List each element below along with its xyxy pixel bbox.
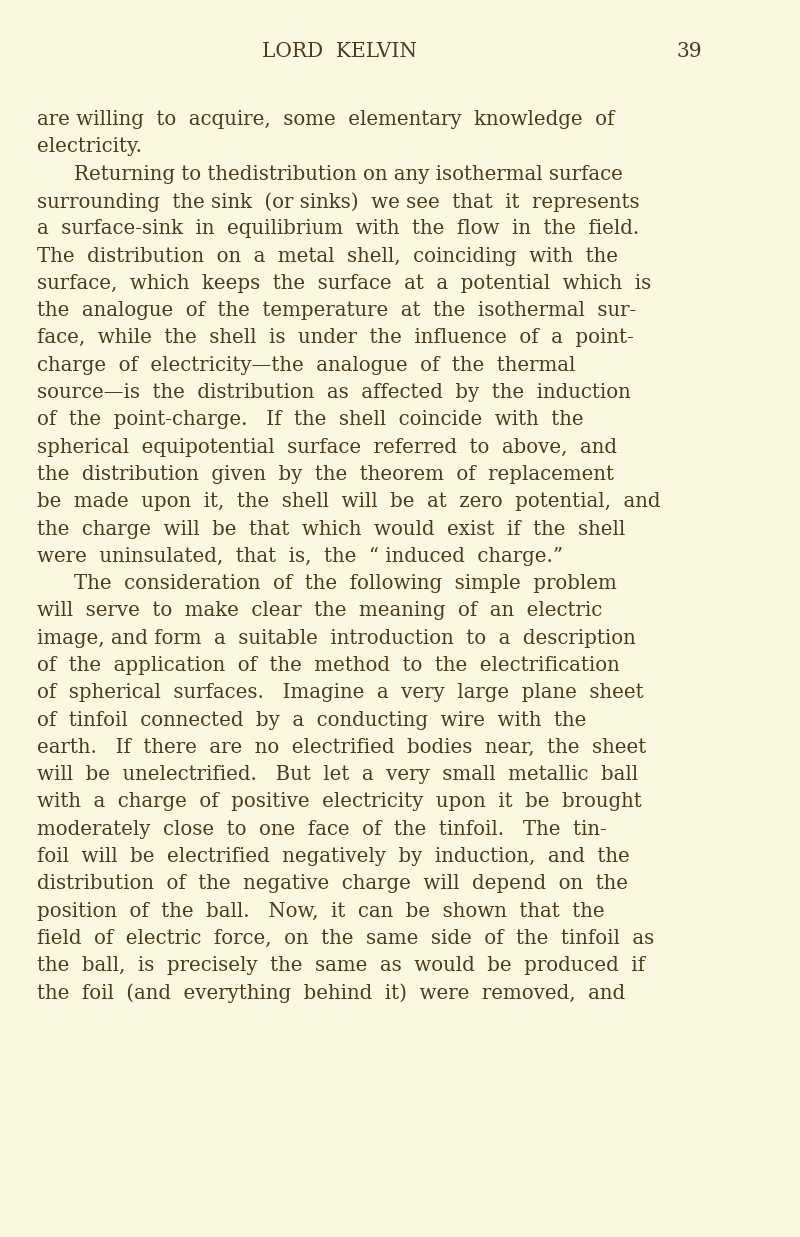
Text: charge  of  electricity—the  analogue  of  the  thermal: charge of electricity—the analogue of th… (37, 356, 575, 375)
Text: field  of  electric  force,  on  the  same  side  of  the  tinfoil  as: field of electric force, on the same sid… (37, 929, 654, 948)
Text: be  made  upon  it,  the  shell  will  be  at  zero  potential,  and: be made upon it, the shell will be at ze… (37, 492, 661, 511)
Text: Returning to thedistribution on any isothermal surface: Returning to thedistribution on any isot… (74, 165, 623, 183)
Text: of  the  application  of  the  method  to  the  electrification: of the application of the method to the … (37, 656, 620, 675)
Text: 39: 39 (676, 42, 702, 61)
Text: are willing  to  acquire,  some  elementary  knowledge  of: are willing to acquire, some elementary … (37, 110, 614, 129)
Text: of  spherical  surfaces.   Imagine  a  very  large  plane  sheet: of spherical surfaces. Imagine a very la… (37, 683, 644, 703)
Text: spherical  equipotential  surface  referred  to  above,  and: spherical equipotential surface referred… (37, 438, 617, 456)
Text: The  distribution  on  a  metal  shell,  coinciding  with  the: The distribution on a metal shell, coinc… (37, 246, 618, 266)
Text: of  the  point-charge.   If  the  shell  coincide  with  the: of the point-charge. If the shell coinci… (37, 411, 584, 429)
Text: surrounding  the sink  (or sinks)  we see  that  it  represents: surrounding the sink (or sinks) we see t… (37, 192, 640, 212)
Text: were  uninsulated,  that  is,  the  “ induced  charge.”: were uninsulated, that is, the “ induced… (37, 547, 563, 565)
Text: The  consideration  of  the  following  simple  problem: The consideration of the following simpl… (74, 574, 617, 593)
Text: earth.   If  there  are  no  electrified  bodies  near,  the  sheet: earth. If there are no electrified bodie… (37, 738, 646, 757)
Text: the  distribution  given  by  the  theorem  of  replacement: the distribution given by the theorem of… (37, 465, 614, 484)
Text: the  charge  will  be  that  which  would  exist  if  the  shell: the charge will be that which would exis… (37, 520, 626, 538)
Text: with  a  charge  of  positive  electricity  upon  it  be  brought: with a charge of positive electricity up… (37, 793, 642, 811)
Text: electricity.: electricity. (37, 137, 142, 156)
Text: surface,  which  keeps  the  surface  at  a  potential  which  is: surface, which keeps the surface at a po… (37, 273, 651, 293)
Text: distribution  of  the  negative  charge  will  depend  on  the: distribution of the negative charge will… (37, 875, 628, 893)
Text: of  tinfoil  connected  by  a  conducting  wire  with  the: of tinfoil connected by a conducting wir… (37, 710, 586, 730)
Text: will  be  unelectrified.   But  let  a  very  small  metallic  ball: will be unelectrified. But let a very sm… (37, 766, 638, 784)
Text: the  analogue  of  the  temperature  at  the  isothermal  sur-: the analogue of the temperature at the i… (37, 301, 636, 320)
Text: source—is  the  distribution  as  affected  by  the  induction: source—is the distribution as affected b… (37, 383, 630, 402)
Text: the  ball,  is  precisely  the  same  as  would  be  produced  if: the ball, is precisely the same as would… (37, 956, 645, 975)
Text: position  of  the  ball.   Now,  it  can  be  shown  that  the: position of the ball. Now, it can be sho… (37, 902, 605, 920)
Text: foil  will  be  electrified  negatively  by  induction,  and  the: foil will be electrified negatively by i… (37, 847, 630, 866)
Text: face,  while  the  shell  is  under  the  influence  of  a  point-: face, while the shell is under the influ… (37, 328, 634, 348)
Text: will  serve  to  make  clear  the  meaning  of  an  electric: will serve to make clear the meaning of … (37, 601, 602, 621)
Text: a  surface-sink  in  equilibrium  with  the  flow  in  the  field.: a surface-sink in equilibrium with the f… (37, 219, 639, 239)
Text: image, and form  a  suitable  introduction  to  a  description: image, and form a suitable introduction … (37, 628, 636, 648)
Text: the  foil  (and  everything  behind  it)  were  removed,  and: the foil (and everything behind it) were… (37, 983, 625, 1003)
Text: LORD  KELVIN: LORD KELVIN (262, 42, 417, 61)
Text: moderately  close  to  one  face  of  the  tinfoil.   The  tin-: moderately close to one face of the tinf… (37, 820, 606, 839)
